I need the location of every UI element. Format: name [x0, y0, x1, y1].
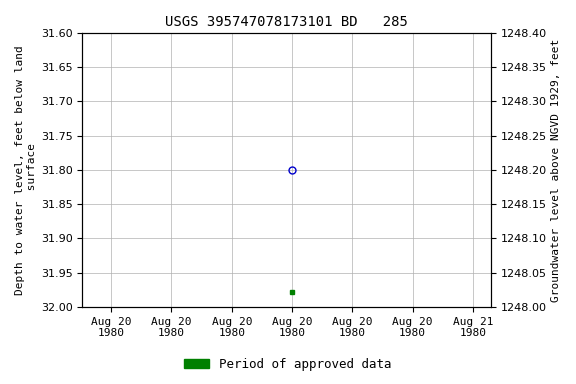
Title: USGS 395747078173101 BD   285: USGS 395747078173101 BD 285 [165, 15, 408, 29]
Y-axis label: Groundwater level above NGVD 1929, feet: Groundwater level above NGVD 1929, feet [551, 38, 561, 301]
Y-axis label: Depth to water level, feet below land
 surface: Depth to water level, feet below land su… [15, 45, 37, 295]
Legend: Period of approved data: Period of approved data [179, 353, 397, 376]
